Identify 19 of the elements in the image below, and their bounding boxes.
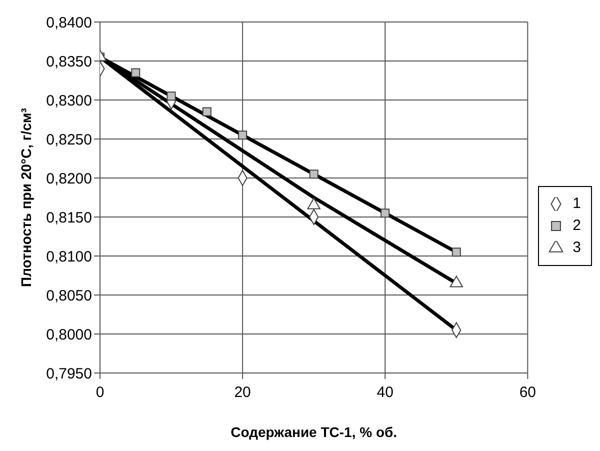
x-tick-label: 60 bbox=[519, 384, 536, 401]
x-tick-label: 40 bbox=[376, 384, 394, 401]
y-tick-label: 0,8200 bbox=[46, 170, 92, 188]
y-tick-label: 0,8300 bbox=[46, 92, 92, 110]
legend-label: 3 bbox=[572, 239, 581, 256]
x-axis-title: Содержание ТС-1, % об. bbox=[230, 424, 398, 440]
y-tick-label: 0,8250 bbox=[46, 131, 92, 148]
y-tick-label: 0,8150 bbox=[46, 209, 92, 226]
y-tick-label: 0,8000 bbox=[46, 326, 92, 344]
y-tick-label: 0,8100 bbox=[46, 248, 92, 266]
y-tick-label: 0,7950 bbox=[46, 365, 92, 382]
y-tick-label: 0,8400 bbox=[46, 14, 92, 32]
x-tick-label: 20 bbox=[234, 384, 251, 401]
legend-label: 1 bbox=[572, 195, 581, 212]
y-tick-label: 0,8350 bbox=[46, 53, 92, 70]
legend-label: 2 bbox=[572, 217, 581, 234]
y-axis-title: Плотность при 20°С, г/см³ bbox=[18, 108, 34, 287]
x-tick-label: 0 bbox=[96, 384, 104, 401]
y-tick-label: 0,8050 bbox=[46, 287, 92, 304]
